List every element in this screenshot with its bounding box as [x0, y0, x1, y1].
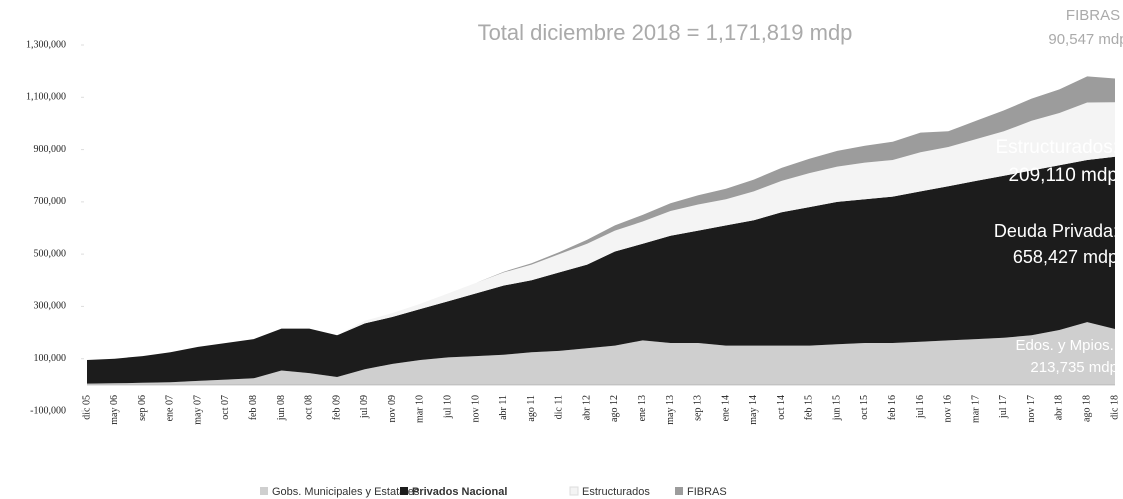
- x-tick-label: jul 10: [442, 395, 453, 419]
- annotation: Total diciembre 2018 = 1,171,819 mdp: [478, 20, 853, 45]
- x-tick-label: jul 17: [998, 395, 1009, 419]
- x-tick-label: abr 18: [1054, 395, 1065, 420]
- x-tick-label: ago 11: [526, 395, 537, 422]
- x-tick-label: ago 18: [1082, 395, 1093, 422]
- x-tick-label: oct 14: [776, 395, 787, 420]
- annotation: 209,110 mdp: [1008, 165, 1118, 186]
- x-tick-label: feb 15: [804, 395, 815, 420]
- x-tick-label: oct 15: [859, 395, 870, 420]
- x-tick-label: may 13: [665, 395, 676, 425]
- x-tick-label: abr 11: [498, 395, 509, 420]
- legend-swatch: [400, 487, 408, 495]
- annotation: Deuda Privada:: [994, 221, 1118, 241]
- annotation: Estructurados:: [996, 137, 1119, 158]
- x-tick-label: nov 10: [470, 395, 481, 423]
- y-tick-label: 900,000: [34, 144, 67, 155]
- x-tick-label: feb 09: [331, 395, 342, 420]
- y-tick-label: 700,000: [34, 196, 67, 207]
- x-tick-label: ene 13: [637, 395, 648, 421]
- x-tick-label: may 14: [748, 395, 759, 425]
- area: [87, 76, 1115, 361]
- x-tick-label: ago 12: [609, 395, 620, 422]
- x-tick-label: oct 08: [304, 395, 315, 420]
- legend-swatch: [569, 486, 579, 496]
- legend-label: FIBRAS: [687, 486, 727, 498]
- x-tick-label: dic 18: [1109, 395, 1120, 420]
- legend-label: Privados Nacional: [412, 486, 507, 498]
- x-tick-label: ene 07: [165, 395, 176, 421]
- x-tick-label: mar 17: [970, 395, 981, 423]
- y-tick-label: 500,000: [34, 248, 67, 259]
- x-tick-label: feb 16: [887, 395, 898, 420]
- x-tick-label: sep 06: [137, 395, 148, 421]
- legend-swatch: [675, 487, 683, 495]
- legend-label: Gobs. Municipales y Estatales: [272, 486, 420, 498]
- x-tick-label: may 07: [192, 395, 203, 425]
- x-tick-label: feb 08: [248, 395, 259, 420]
- x-tick-label: ene 14: [720, 395, 731, 421]
- x-tick-label: jul 16: [915, 395, 926, 419]
- y-tick-label: 300,000: [34, 301, 67, 312]
- annotation: 213,735 mdp: [1030, 359, 1118, 376]
- x-tick-label: jun 15: [831, 395, 842, 421]
- x-tick-label: may 06: [109, 395, 120, 425]
- area: [87, 156, 1115, 384]
- x-tick-label: nov 09: [387, 395, 398, 423]
- x-tick-label: abr 12: [581, 395, 592, 420]
- y-tick-label: 100,000: [34, 353, 67, 364]
- y-tick-label: 1,100,000: [26, 92, 66, 103]
- annotation: 658,427 mdp: [1013, 247, 1118, 267]
- legend-swatch: [260, 487, 268, 495]
- x-tick-label: jun 08: [276, 395, 287, 421]
- x-tick-label: dic 05: [81, 395, 92, 420]
- x-tick-label: dic 11: [554, 395, 565, 419]
- x-tick-label: nov 17: [1026, 395, 1037, 423]
- area: [87, 322, 1115, 385]
- x-tick-label: sep 13: [693, 395, 704, 421]
- legend-label: Estructurados: [582, 486, 650, 498]
- annotation: 90,547 mdp: [1048, 31, 1123, 48]
- area: [87, 102, 1115, 360]
- y-tick-label: 1,300,000: [26, 39, 66, 50]
- x-tick-label: oct 07: [220, 395, 231, 420]
- annotation: Edos. y Mpios.:: [1015, 337, 1118, 354]
- y-tick-label: -100,000: [30, 405, 66, 416]
- x-tick-label: mar 10: [415, 395, 426, 423]
- x-tick-label: jul 09: [359, 395, 370, 419]
- x-tick-label: nov 16: [943, 395, 954, 423]
- annotation: FIBRAS: [1066, 7, 1120, 24]
